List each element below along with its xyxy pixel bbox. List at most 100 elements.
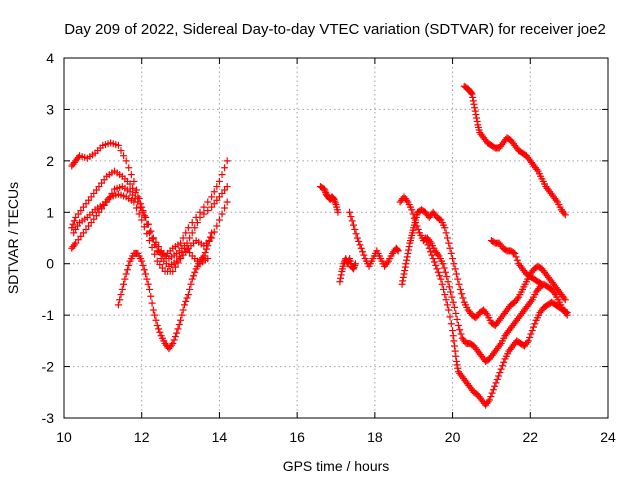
x-tick-label: 20 xyxy=(445,429,461,445)
data-point xyxy=(394,246,402,254)
series-trace-07 xyxy=(336,255,359,286)
x-tick-label: 22 xyxy=(522,429,538,445)
data-point xyxy=(434,250,442,258)
data-point xyxy=(143,275,151,283)
data-point xyxy=(201,249,209,257)
data-point xyxy=(74,153,82,161)
data-point xyxy=(218,210,226,218)
data-point xyxy=(441,224,449,232)
data-point xyxy=(182,229,190,237)
data-point xyxy=(170,336,178,344)
data-point xyxy=(528,327,536,335)
data-point xyxy=(130,177,138,185)
data-point xyxy=(134,198,142,206)
data-point xyxy=(114,141,122,149)
data-point xyxy=(200,252,208,260)
data-point xyxy=(349,221,357,229)
data-point xyxy=(336,278,344,286)
data-point xyxy=(188,275,196,283)
data-point xyxy=(455,280,463,288)
data-point xyxy=(116,296,124,304)
data-point xyxy=(434,268,442,276)
x-tick-label: 12 xyxy=(134,429,150,445)
data-point xyxy=(123,266,131,274)
series-trace-13 xyxy=(487,237,546,288)
data-point xyxy=(452,352,460,360)
data-point xyxy=(69,220,77,228)
data-point xyxy=(427,248,435,256)
data-point xyxy=(560,294,568,302)
data-point xyxy=(437,275,445,283)
data-point xyxy=(533,165,541,173)
y-tick-label: 4 xyxy=(46,50,54,66)
data-point xyxy=(139,208,147,216)
data-point xyxy=(413,222,421,230)
data-point xyxy=(550,289,558,297)
data-point xyxy=(215,216,223,224)
data-point xyxy=(482,309,490,317)
x-tick-labels: 10 12 14 16 18 20 22 24 xyxy=(56,429,616,445)
data-point xyxy=(204,207,212,215)
data-point xyxy=(68,224,76,232)
data-point xyxy=(171,263,179,271)
data-point xyxy=(449,332,457,340)
axis-ticks xyxy=(63,57,609,419)
data-point xyxy=(430,258,438,266)
data-point xyxy=(180,301,188,309)
data-point xyxy=(155,325,163,333)
data-point xyxy=(353,234,361,242)
data-point xyxy=(349,265,357,273)
data-point xyxy=(334,208,342,216)
data-point xyxy=(452,270,460,278)
data-point xyxy=(321,187,329,195)
data-point xyxy=(360,251,368,259)
data-point xyxy=(320,185,328,193)
data-point xyxy=(531,320,539,328)
data-point xyxy=(126,180,134,188)
data-point xyxy=(452,357,460,365)
data-point xyxy=(173,329,181,337)
data-point xyxy=(351,261,359,269)
data-point xyxy=(524,337,532,345)
data-point xyxy=(143,230,151,238)
y-tick-label: 1 xyxy=(46,204,54,220)
x-tick-label: 10 xyxy=(56,429,72,445)
data-point xyxy=(433,265,441,273)
y-tick-label: -1 xyxy=(42,307,55,323)
data-point xyxy=(139,261,147,269)
data-point xyxy=(394,247,402,255)
data-point xyxy=(142,270,150,278)
data-point xyxy=(149,234,157,242)
data-point xyxy=(70,241,78,249)
data-point xyxy=(443,301,451,309)
data-point xyxy=(179,234,187,242)
data-point xyxy=(122,270,130,278)
data-point xyxy=(400,270,408,278)
data-point xyxy=(449,298,457,306)
data-point xyxy=(403,196,411,204)
data-point xyxy=(147,227,155,235)
data-point xyxy=(355,237,363,245)
data-point xyxy=(346,208,354,216)
data-point xyxy=(537,279,545,287)
data-point xyxy=(447,320,455,328)
data-point xyxy=(399,273,407,281)
data-point xyxy=(495,372,503,380)
data-point xyxy=(114,301,122,309)
data-point xyxy=(205,237,213,245)
data-point xyxy=(152,238,160,246)
data-point xyxy=(191,224,199,232)
data-point xyxy=(140,266,148,274)
data-point xyxy=(108,189,116,197)
series-trace-08 xyxy=(346,208,402,270)
data-point xyxy=(118,285,126,293)
data-point xyxy=(562,308,570,316)
data-point xyxy=(424,241,432,249)
data-point xyxy=(331,197,339,205)
data-point xyxy=(457,330,465,338)
data-point xyxy=(184,291,192,299)
data-point xyxy=(133,204,141,212)
y-axis-label: SDTVAR / TECUs xyxy=(5,182,21,294)
data-point xyxy=(199,254,207,262)
data-point xyxy=(190,272,198,280)
